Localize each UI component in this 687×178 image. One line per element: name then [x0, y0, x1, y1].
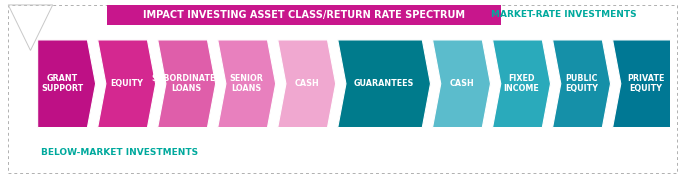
Text: CASH: CASH: [449, 79, 474, 88]
Polygon shape: [278, 40, 336, 128]
Polygon shape: [38, 40, 95, 128]
Text: FIXED
INCOME: FIXED INCOME: [504, 74, 539, 93]
Polygon shape: [98, 40, 156, 128]
Text: GUARANTEES: GUARANTEES: [354, 79, 414, 88]
Polygon shape: [493, 40, 550, 128]
Text: PUBLIC
EQUITY: PUBLIC EQUITY: [565, 74, 598, 93]
Polygon shape: [613, 40, 671, 128]
Polygon shape: [338, 40, 431, 128]
Polygon shape: [218, 40, 275, 128]
Text: IMPACT INVESTING ASSET CLASS/RETURN RATE SPECTRUM: IMPACT INVESTING ASSET CLASS/RETURN RATE…: [143, 10, 465, 20]
Text: SUBORDINATED
LOANS: SUBORDINATED LOANS: [151, 74, 222, 93]
Bar: [107, 5, 501, 25]
Text: PRIVATE
EQUITY: PRIVATE EQUITY: [627, 74, 664, 93]
Text: EQUITY: EQUITY: [110, 79, 143, 88]
Polygon shape: [552, 40, 611, 128]
Text: SENIOR
LOANS: SENIOR LOANS: [229, 74, 264, 93]
Polygon shape: [158, 40, 216, 128]
Text: MARKET-RATE INVESTMENTS: MARKET-RATE INVESTMENTS: [491, 10, 636, 19]
Text: CASH: CASH: [294, 79, 319, 88]
Text: GRANT
SUPPORT: GRANT SUPPORT: [41, 74, 84, 93]
Polygon shape: [433, 40, 491, 128]
Text: BELOW-MARKET INVESTMENTS: BELOW-MARKET INVESTMENTS: [41, 148, 198, 157]
